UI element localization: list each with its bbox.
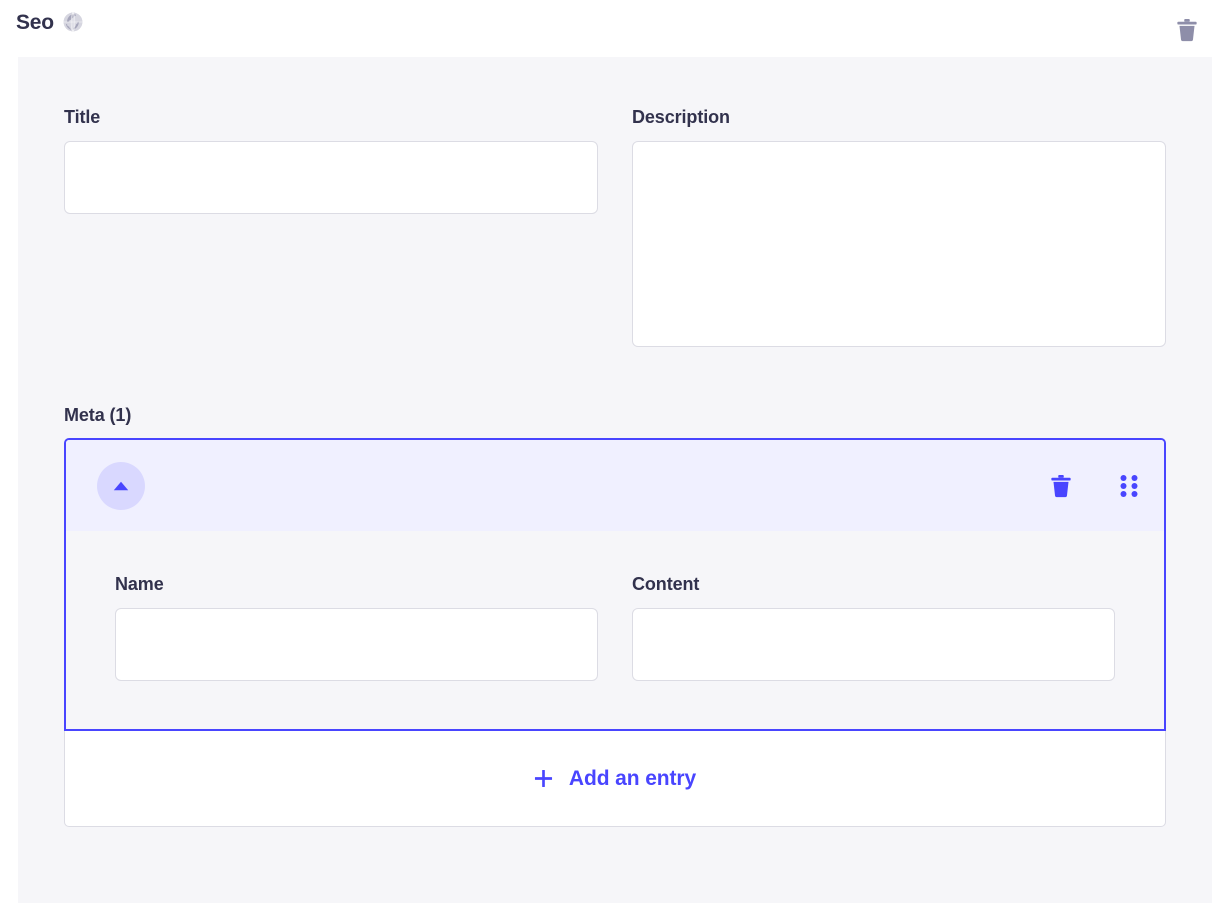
add-entry-label: Add an entry [568,766,697,790]
meta-component-card: Name Content [64,438,1166,731]
trash-icon [1050,474,1072,498]
add-entry-button[interactable]: Add an entry [64,731,1166,827]
name-field-group: Name [115,574,598,681]
description-textarea[interactable] [632,141,1166,347]
content-input[interactable] [632,608,1115,681]
title-input[interactable] [64,141,598,214]
content-field-group: Content [632,574,1115,681]
globe-icon [62,11,84,33]
page-title: Seo [16,10,54,34]
plus-icon [534,769,553,788]
description-field-group: Description [632,107,1166,352]
name-input[interactable] [115,608,598,681]
meta-component-header [66,440,1164,531]
title-label: Title [64,107,101,127]
collapse-toggle-button[interactable] [97,461,145,510]
meta-label: Meta (1) [64,405,132,425]
add-entry-inner: Add an entry [534,767,696,791]
content-label: Content [632,574,700,594]
content-surface: Title Description Meta (1) [18,57,1212,903]
meta-repeatable-section: Meta (1) [64,405,1166,827]
drag-component-handle[interactable] [1116,473,1142,499]
meta-component-body: Name Content [66,531,1164,729]
top-fields-row: Title Description [64,107,1166,352]
delete-component-button[interactable] [1048,473,1074,499]
description-label: Description [632,107,730,127]
title-field-group: Title [64,107,598,352]
meta-component-actions [1048,473,1142,499]
page-title-group: Seo [16,11,84,33]
trash-icon [1176,18,1198,42]
delete-entry-button[interactable] [1172,15,1202,45]
page-header: Seo [0,0,1230,57]
caret-up-icon [113,481,129,491]
name-label: Name [115,574,164,594]
drag-handle-icon [1119,474,1139,498]
